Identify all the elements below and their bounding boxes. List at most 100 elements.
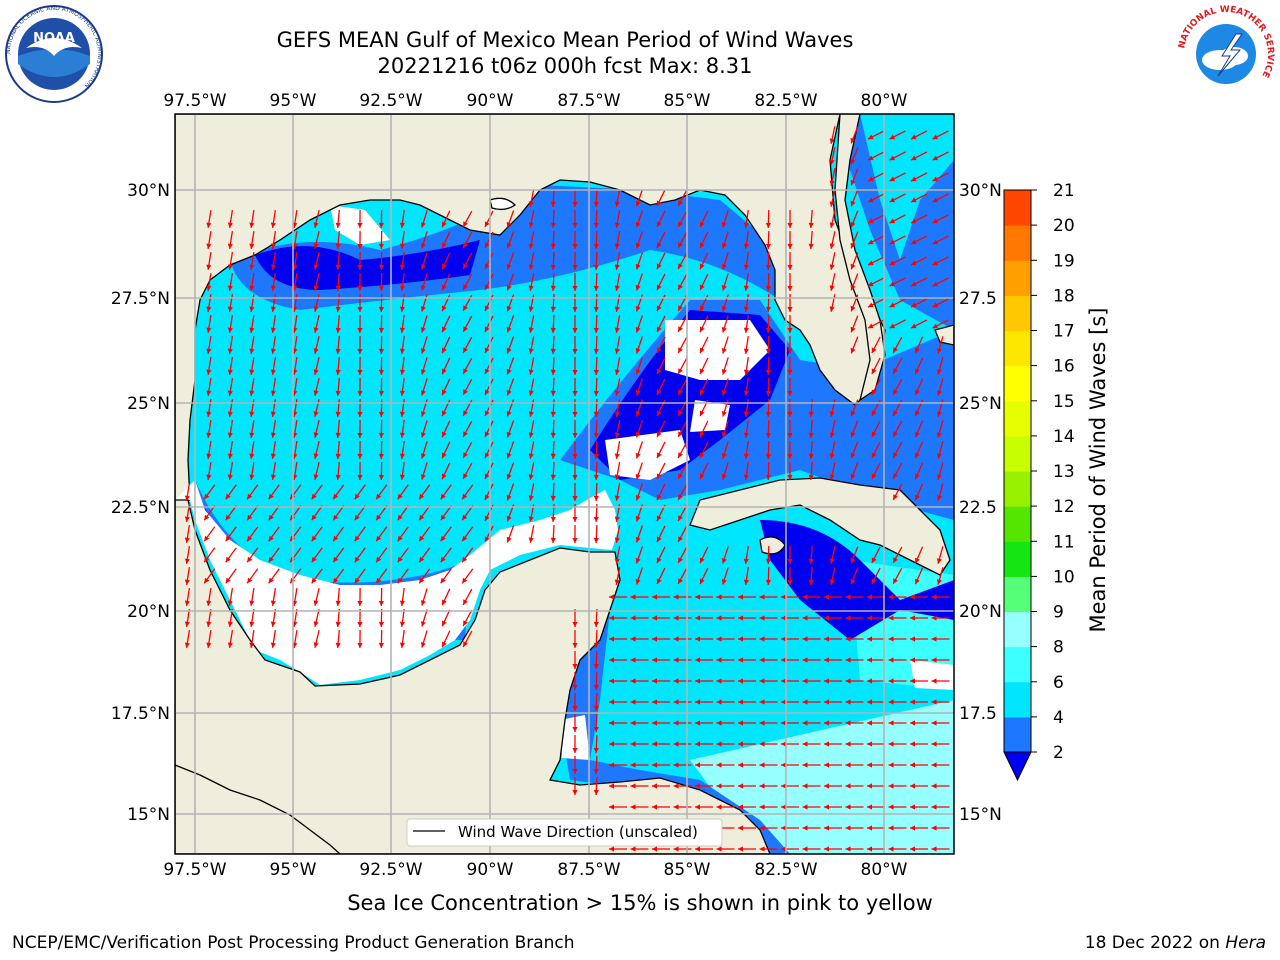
direction-arrow-head bbox=[910, 741, 915, 747]
direction-arrow-head bbox=[911, 323, 917, 329]
direction-arrow-head bbox=[867, 594, 872, 600]
direction-arrow-head bbox=[716, 678, 722, 684]
direction-arrow-head bbox=[419, 514, 425, 521]
direction-arrow-head bbox=[787, 307, 793, 312]
colorbar-segment bbox=[1004, 646, 1031, 683]
direction-arrow-head bbox=[721, 285, 727, 291]
direction-arrow-head bbox=[593, 285, 599, 291]
direction-arrow-head bbox=[787, 412, 793, 417]
direction-arrow-head bbox=[399, 369, 405, 375]
direction-arrow-head bbox=[699, 431, 705, 438]
direction-arrow-head bbox=[249, 474, 255, 480]
direction-arrow-head bbox=[716, 804, 722, 810]
direction-arrow-head bbox=[420, 222, 426, 228]
colorbar-segment bbox=[1004, 611, 1031, 648]
direction-arrow-head bbox=[743, 306, 749, 312]
direction-arrow-head bbox=[673, 846, 679, 852]
direction-arrow-head bbox=[528, 516, 534, 522]
colorbar-tick-label: 21 bbox=[1053, 181, 1075, 201]
direction-arrow-head bbox=[759, 804, 765, 810]
direction-arrow-head bbox=[204, 514, 210, 521]
direction-arrow-head bbox=[695, 741, 700, 747]
direction-arrow-head bbox=[270, 453, 276, 459]
direction-arrow-head bbox=[867, 699, 872, 705]
direction-arrow-head bbox=[225, 493, 231, 500]
direction-arrow-head bbox=[206, 453, 212, 459]
direction-arrow-head bbox=[652, 678, 657, 684]
direction-arrow-head bbox=[270, 390, 276, 396]
direction-arrow-head bbox=[484, 431, 490, 437]
direction-arrow-head bbox=[721, 390, 727, 396]
direction-arrow-head bbox=[829, 453, 835, 459]
direction-arrow-head bbox=[484, 242, 490, 248]
direction-arrow-head bbox=[335, 600, 341, 606]
direction-arrow-head bbox=[888, 846, 894, 852]
direction-arrow-head bbox=[206, 474, 212, 480]
colorbar-tick-label: 2 bbox=[1053, 743, 1064, 763]
direction-arrow-head bbox=[695, 699, 700, 705]
direction-arrow-head bbox=[249, 453, 255, 459]
direction-arrow-head bbox=[630, 678, 636, 684]
lat-tick-label: 15°N bbox=[127, 805, 170, 825]
direction-arrow-head bbox=[915, 578, 920, 585]
direction-arrow-head bbox=[442, 263, 447, 270]
direction-arrow-head bbox=[614, 516, 620, 522]
direction-arrow-head bbox=[206, 306, 212, 312]
lat-tick-label: 25°N bbox=[959, 394, 1002, 414]
direction-arrow-head bbox=[787, 454, 793, 459]
direction-arrow-head bbox=[378, 348, 384, 354]
direction-arrow-head bbox=[484, 452, 490, 458]
direction-arrow-head bbox=[227, 474, 233, 480]
direction-arrow-head bbox=[528, 537, 534, 543]
direction-arrow-head bbox=[802, 762, 808, 768]
direction-arrow-head bbox=[354, 556, 360, 563]
direction-arrow-head bbox=[743, 453, 749, 459]
direction-arrow-head bbox=[357, 601, 363, 606]
direction-arrow-head bbox=[893, 557, 898, 563]
direction-arrow-head bbox=[420, 369, 426, 375]
direction-arrow-head bbox=[227, 642, 233, 648]
direction-arrow-head bbox=[699, 410, 705, 417]
direction-arrow-head bbox=[249, 285, 255, 291]
direction-arrow-head bbox=[593, 306, 599, 312]
direction-arrow-head bbox=[781, 762, 786, 768]
direction-arrow-head bbox=[247, 514, 253, 521]
direction-arrow-head bbox=[911, 197, 917, 203]
direction-arrow-head bbox=[550, 285, 556, 291]
direction-arrow-head bbox=[420, 327, 426, 333]
direction-arrow-head bbox=[824, 657, 829, 663]
direction-arrow-head bbox=[910, 804, 915, 810]
colorbar-tick-label: 9 bbox=[1053, 603, 1064, 623]
direction-arrow-head bbox=[270, 411, 276, 417]
direction-arrow-head bbox=[889, 197, 896, 203]
direction-arrow-head bbox=[915, 473, 920, 480]
direction-arrow-head bbox=[871, 473, 877, 479]
direction-arrow-head bbox=[225, 556, 231, 563]
direction-arrow-head bbox=[915, 410, 920, 417]
direction-arrow-head bbox=[268, 493, 274, 500]
direction-arrow-head bbox=[721, 306, 727, 312]
direction-arrow-head bbox=[463, 305, 468, 311]
direction-arrow-head bbox=[268, 535, 274, 542]
direction-arrow-head bbox=[593, 327, 599, 333]
direction-arrow-head bbox=[397, 556, 403, 563]
direction-arrow-head bbox=[247, 493, 253, 500]
direction-arrow-head bbox=[313, 264, 319, 270]
direction-arrow-head bbox=[204, 577, 210, 584]
direction-arrow-head bbox=[184, 558, 190, 564]
direction-arrow-head bbox=[656, 284, 662, 291]
direction-arrow-head bbox=[738, 804, 743, 810]
direction-arrow-head bbox=[781, 825, 786, 831]
direction-arrow-head bbox=[652, 636, 657, 642]
direction-arrow-head bbox=[743, 327, 749, 333]
direction-arrow-head bbox=[609, 678, 614, 684]
direction-arrow-head bbox=[829, 579, 835, 585]
direction-arrow-head bbox=[652, 657, 657, 663]
lon-tick-label: 80°W bbox=[861, 91, 908, 111]
direction-arrow-head bbox=[888, 657, 894, 663]
direction-arrow-head bbox=[614, 327, 620, 333]
direction-arrow-head bbox=[931, 594, 937, 600]
direction-arrow-head bbox=[867, 678, 872, 684]
direction-arrow-head bbox=[313, 348, 319, 354]
direction-arrow-head bbox=[656, 347, 662, 354]
